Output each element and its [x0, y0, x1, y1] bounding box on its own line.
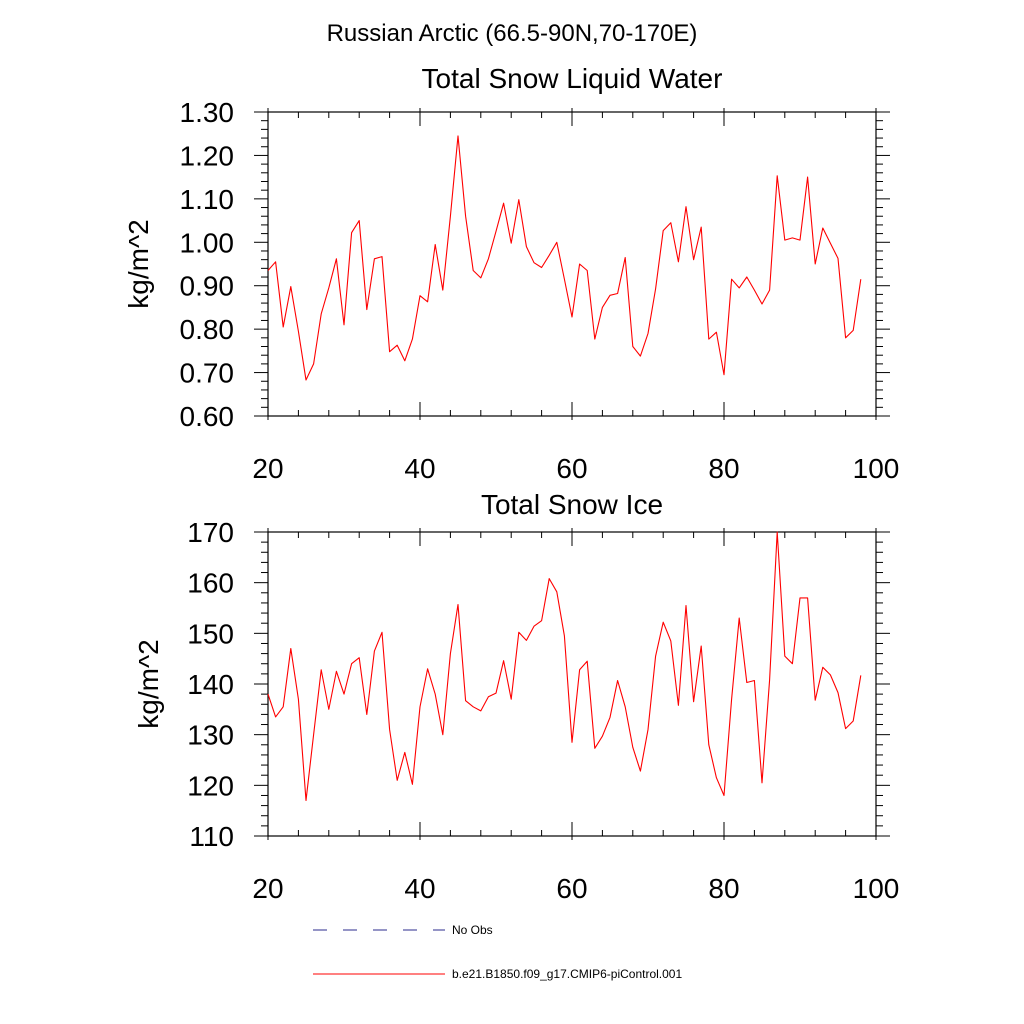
legend: No Obs b.e21.B1850.f09_g17.CMIP6-piContr…: [313, 923, 682, 981]
y-tick-label: 0.80: [180, 314, 235, 345]
x-tick-label: 60: [556, 873, 587, 904]
panel-snow-ice: Total Snow Ice kg/m^2 20 40 60 80 100 110 120 130…: [133, 489, 899, 904]
x-tick-label: 60: [556, 453, 587, 484]
x-tick-label: 80: [708, 453, 739, 484]
y-axis-label: kg/m^2: [133, 639, 164, 728]
y-tick-label: 140: [187, 669, 234, 700]
y-tick-label: 110: [189, 821, 234, 852]
x-tick-label: 100: [853, 453, 900, 484]
y-tick-label: 1.30: [180, 97, 235, 128]
plot-frame: [267, 111, 877, 417]
y-tick-label: 160: [187, 568, 234, 599]
y-tick-label: 170: [187, 517, 234, 548]
panel-snow-liquid-water: Total Snow Liquid Water kg/m^2 20 40 60 80 100…: [123, 63, 899, 484]
x-tick-label: 40: [404, 453, 435, 484]
legend-label-no-obs: No Obs: [452, 923, 493, 937]
y-tick-label: 150: [187, 618, 234, 649]
y-tick-label: 120: [187, 770, 234, 801]
y-axis-label: kg/m^2: [123, 219, 154, 308]
x-tick-label: 100: [853, 873, 900, 904]
legend-label-model: b.e21.B1850.f09_g17.CMIP6-piControl.001: [452, 967, 682, 981]
y-tick-label: 0.70: [180, 358, 235, 389]
y-tick-label: 1.00: [180, 227, 235, 258]
chart-title: Total Snow Liquid Water: [422, 63, 723, 94]
y-tick-label: 0.90: [180, 271, 235, 302]
x-tick-label: 80: [708, 873, 739, 904]
x-tick-label: 20: [252, 453, 283, 484]
x-tick-label: 20: [252, 873, 283, 904]
chart-title: Total Snow Ice: [481, 489, 663, 520]
y-tick-label: 1.10: [180, 184, 235, 215]
y-tick-label: 1.20: [180, 140, 235, 171]
y-tick-label: 0.60: [180, 401, 235, 432]
x-tick-label: 40: [404, 873, 435, 904]
series-line: [267, 531, 862, 802]
series-line: [267, 135, 862, 381]
figure-suptitle: Russian Arctic (66.5-90N,70-170E): [327, 20, 698, 47]
y-tick-label: 130: [187, 720, 234, 751]
plot-frame: [267, 531, 877, 837]
